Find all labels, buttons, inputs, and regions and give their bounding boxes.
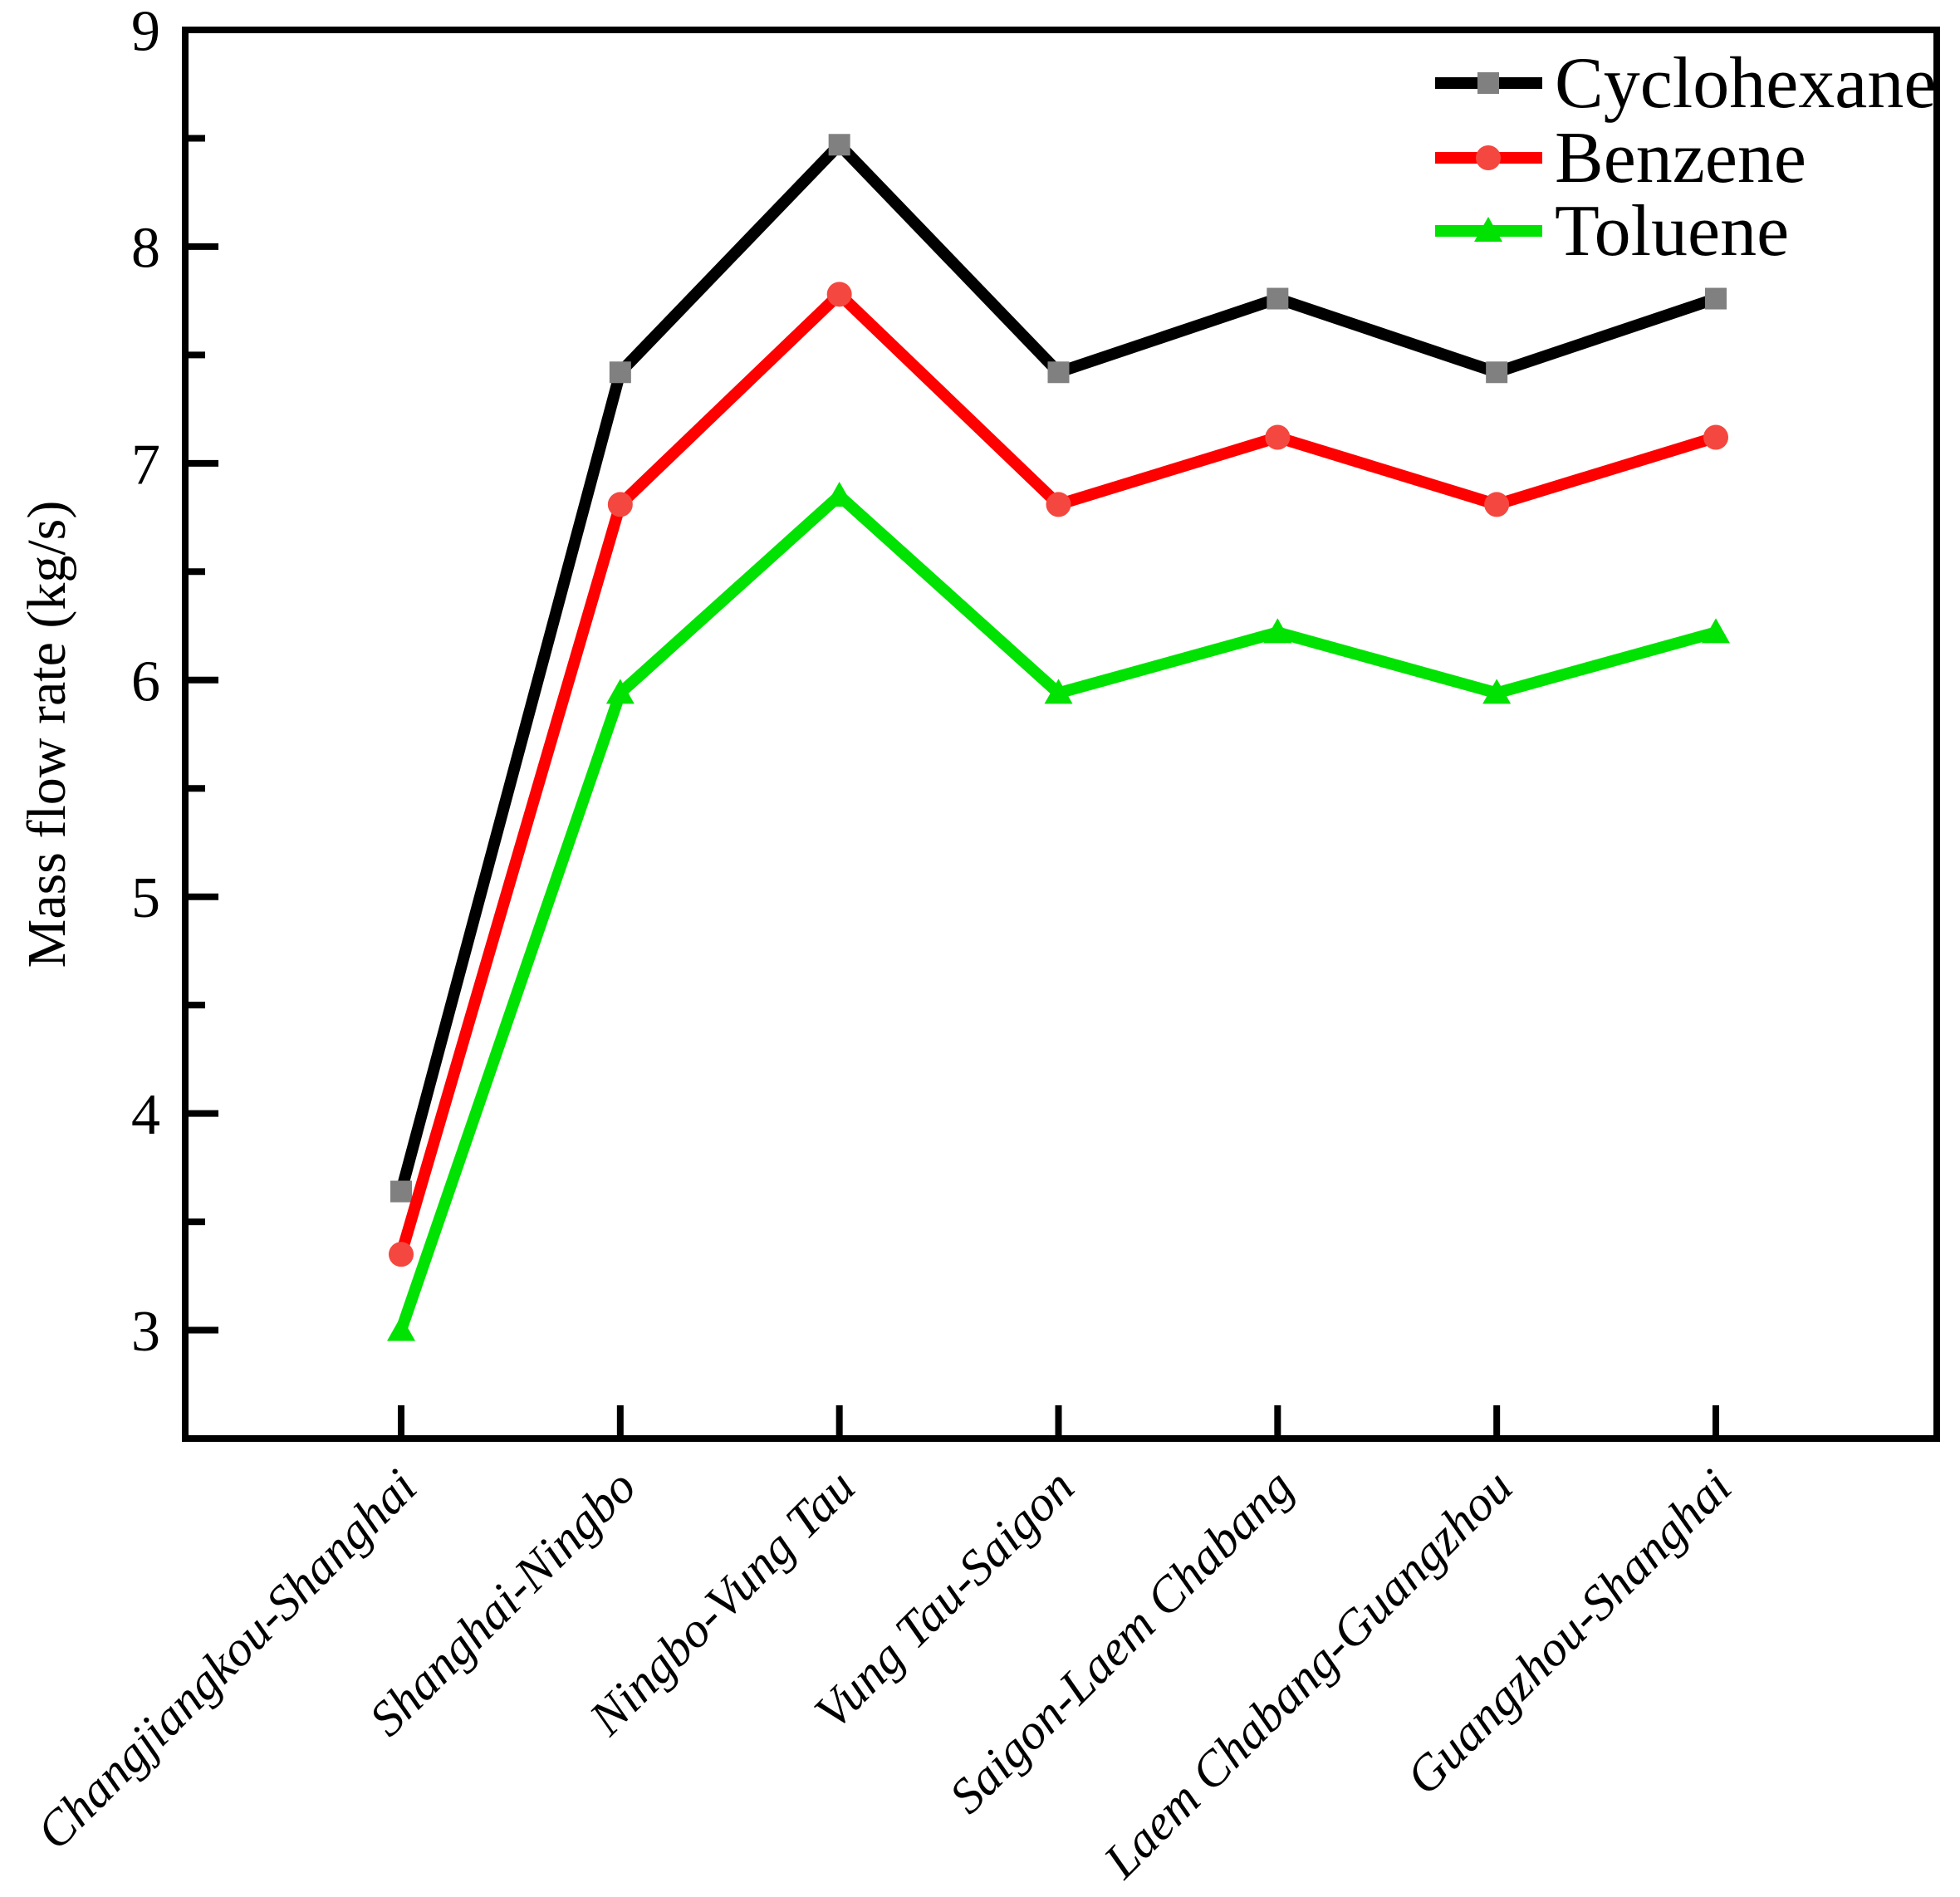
marker-benzene	[1703, 424, 1728, 450]
series-cyclohexane	[390, 134, 1727, 1203]
series-line-toluene	[395, 488, 1717, 1332]
x-axis-tick-label: Laem Chabang-Guangzhou	[1093, 1459, 1523, 1890]
marker-cyclohexane	[609, 361, 631, 384]
series-line-cyclohexane	[395, 136, 1718, 1194]
marker-benzene	[607, 492, 633, 517]
marker-cyclohexane	[390, 1180, 412, 1203]
marker-toluene	[1482, 679, 1512, 704]
series-toluene	[387, 481, 1730, 1341]
marker-toluene	[387, 1316, 415, 1341]
marker-cyclohexane	[828, 134, 850, 156]
marker-toluene	[1044, 679, 1073, 704]
legend-marker-benzene	[1476, 145, 1501, 170]
marker-benzene	[1265, 424, 1291, 450]
x-axis-tick-label: Changjiangkou-Shanghai	[26, 1459, 427, 1860]
marker-toluene	[1702, 618, 1730, 644]
y-axis-tick-label: 5	[131, 866, 160, 930]
legend-marker-toluene	[1474, 217, 1502, 242]
x-axis: Changjiangkou-ShanghaiShanghai-NingboNin…	[26, 1405, 1742, 1889]
plot-frame	[182, 27, 1940, 1442]
marker-toluene	[605, 679, 635, 704]
marker-cyclohexane	[1486, 361, 1508, 384]
marker-toluene	[1263, 618, 1292, 644]
marker-toluene	[825, 481, 854, 507]
series-benzene	[389, 282, 1728, 1267]
marker-benzene	[826, 282, 852, 307]
marker-benzene	[1046, 492, 1071, 517]
y-axis-tick-label: 6	[131, 649, 160, 713]
legend-label-cyclohexane: Cyclohexane	[1555, 43, 1936, 124]
y-axis-tick-label: 3	[131, 1300, 160, 1364]
legend-item-cyclohexane: Cyclohexane	[1435, 43, 1936, 124]
marker-cyclohexane	[1705, 287, 1727, 310]
marker-cyclohexane	[1267, 287, 1289, 310]
y-axis-tick-label: 4	[131, 1083, 160, 1147]
legend-item-toluene: Toluene	[1435, 191, 1789, 272]
marker-benzene	[1484, 492, 1510, 517]
y-axis-title: Mass flow rate (kg/s)	[17, 501, 77, 968]
y-axis-tick-label: 9	[131, 0, 160, 64]
legend-marker-cyclohexane	[1477, 72, 1499, 94]
marker-benzene	[389, 1242, 414, 1267]
y-axis: 3 4 5 6 7 8 9 Mass flow rate (kg/s)	[17, 0, 218, 1364]
y-axis-tick-label: 7	[131, 433, 160, 497]
y-axis-tick-label: 8	[131, 216, 160, 280]
marker-cyclohexane	[1047, 361, 1070, 384]
legend-item-benzene: Benzene	[1435, 118, 1806, 199]
legend-label-toluene: Toluene	[1555, 191, 1789, 272]
legend-label-benzene: Benzene	[1555, 118, 1806, 199]
